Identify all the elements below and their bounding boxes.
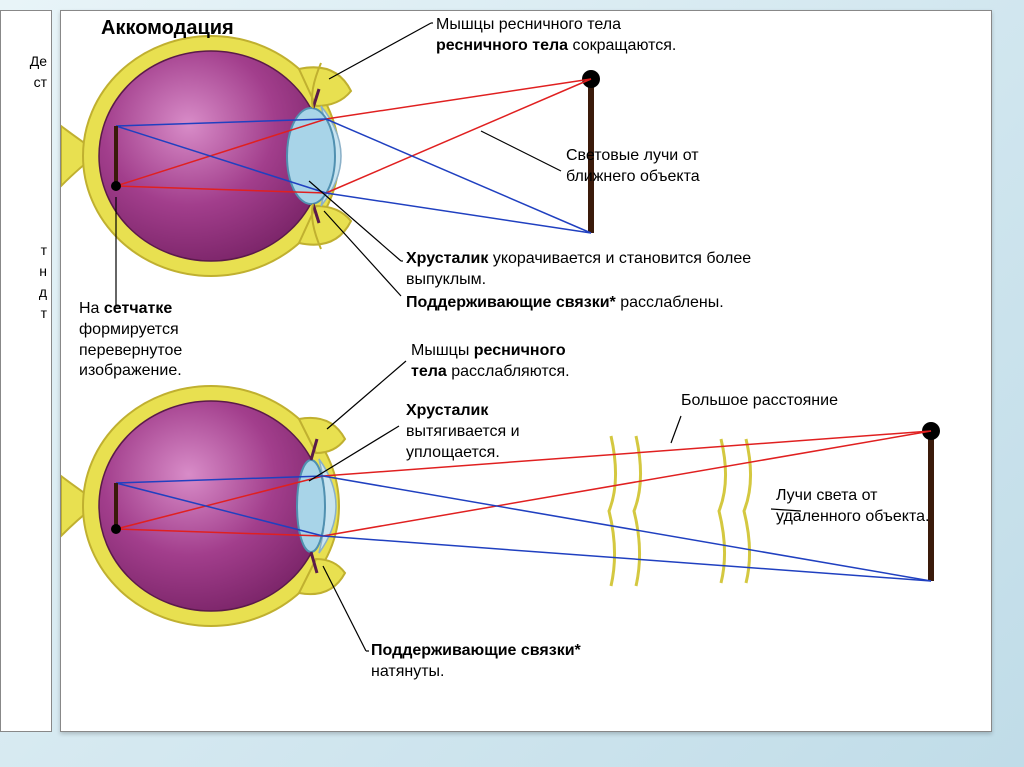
- label-far-distance: Большое расстояние: [681, 391, 881, 412]
- label-lens-thick: Хрусталик укорачивается и становится бол…: [406, 249, 826, 291]
- label-near-rays: Световые лучи от ближнего объекта: [566, 146, 766, 188]
- label-retina-image: На сетчатке формируется перевернутое изо…: [79, 299, 269, 382]
- distance-breaks: [609, 436, 751, 586]
- label-ligaments-relaxed: Поддерживающие связки* расслаблены.: [406, 293, 926, 314]
- diagram-title: Аккомодация: [101, 17, 234, 40]
- label-lens-flat: Хрусталик вытягивается и уплощается.: [406, 401, 606, 463]
- adjacent-card-sliver: Десттндт: [0, 10, 52, 732]
- label-far-rays: Лучи света от удаленного объекта.: [776, 486, 946, 528]
- diagram-card: Аккомодация Мышцы ресничного тела реснич…: [60, 10, 992, 732]
- label-ciliary-contract: Мышцы ресничного тела ресничного тела со…: [436, 15, 696, 57]
- label-ciliary-relax: Мышцы ресничноготела расслабляются.: [411, 341, 711, 383]
- label-ligaments-tense: Поддерживающие связки* натянуты.: [371, 641, 771, 683]
- eye-near: [61, 36, 351, 276]
